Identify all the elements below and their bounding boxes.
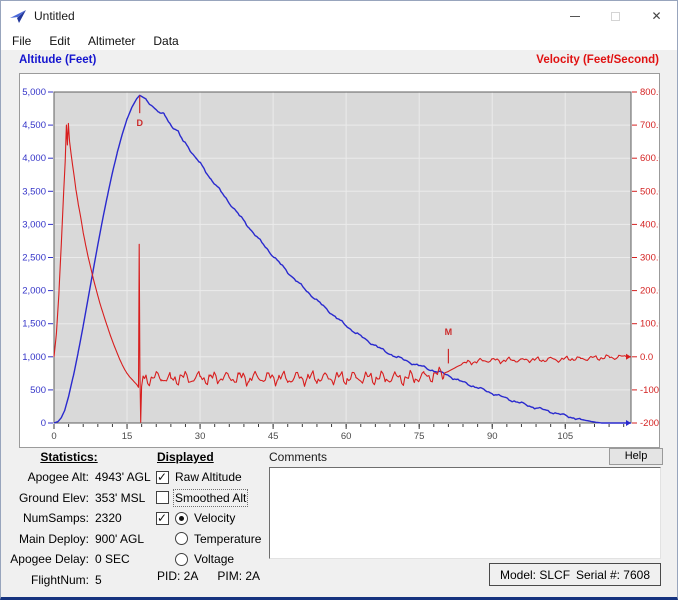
svg-text:1,000: 1,000 [22, 352, 46, 363]
svg-text:45: 45 [268, 431, 279, 442]
help-button[interactable]: Help [609, 448, 663, 465]
pim-value: PIM: 2A [217, 569, 261, 583]
svg-text:60: 60 [341, 431, 352, 442]
smoothed-alt-option[interactable]: Smoothed Alt [156, 488, 261, 509]
statistics-header: Statistics: [40, 450, 98, 464]
minimize-button[interactable] [554, 1, 595, 31]
svg-text:M: M [445, 327, 453, 337]
svg-text:4,500: 4,500 [22, 120, 46, 131]
svg-text:75: 75 [414, 431, 425, 442]
svg-text:3,500: 3,500 [22, 186, 46, 197]
raw-altitude-checkbox[interactable] [156, 470, 169, 484]
window-controls: ✕ [554, 1, 677, 31]
chart-svg: 0 500 1,000 1,500 2,000 2,500 3,000 3,500 4,000 4… [22, 87, 667, 442]
app-icon [10, 9, 27, 24]
close-button[interactable]: ✕ [651, 9, 662, 23]
raw-altitude-label: Raw Altitude [175, 470, 242, 485]
stat-label: Ground Elev: [18, 490, 89, 505]
velocity-axis-title: Velocity (Feet/Second) [536, 54, 659, 66]
svg-text:-100.0: -100.0 [640, 385, 659, 396]
svg-text:200.0: 200.0 [640, 286, 659, 297]
stat-value: 0 SEC [95, 552, 130, 566]
svg-text:4,000: 4,000 [22, 153, 46, 164]
raw-altitude-option[interactable]: Raw Altitude [156, 467, 261, 488]
svg-text:800.0: 800.0 [640, 87, 659, 98]
bottom-panel: Statistics: Apogee Alt: 4943' AGL Ground … [1, 448, 677, 597]
svg-text:0.0: 0.0 [640, 352, 653, 363]
svg-text:1,500: 1,500 [22, 319, 46, 330]
voltage-label: Voltage [194, 552, 235, 567]
svg-text:400.0: 400.0 [640, 219, 659, 230]
menu-edit[interactable]: Edit [49, 33, 71, 48]
svg-text:3,000: 3,000 [22, 219, 46, 230]
menubar: File Edit Altimeter Data [1, 31, 677, 50]
svg-text:0: 0 [51, 431, 56, 442]
serial-value: Serial #: 7608 [575, 567, 650, 582]
stat-label: NumSamps: [22, 511, 89, 525]
svg-text:2,000: 2,000 [22, 286, 46, 297]
displayed-header: Displayed [157, 450, 214, 464]
stat-label: Apogee Delay: [10, 552, 89, 566]
svg-text:700.0: 700.0 [640, 120, 659, 131]
velocity-radio[interactable] [175, 511, 188, 525]
velocity-checkbox[interactable] [156, 511, 169, 525]
svg-text:105: 105 [557, 431, 573, 442]
main-content: Altitude (Feet) Velocity (Feet/Second) 0… [1, 50, 677, 597]
altitude-axis-title: Altitude (Feet) [19, 54, 97, 66]
stat-label: Main Deploy: [18, 531, 89, 546]
svg-text:-200.0: -200.0 [640, 418, 659, 429]
svg-text:300.0: 300.0 [640, 253, 659, 264]
svg-text:D: D [136, 118, 143, 128]
stat-value: 5 [95, 572, 102, 587]
svg-text:500.0: 500.0 [640, 186, 659, 197]
displayed-options: Raw Altitude Smoothed Alt Velocity Tempe… [156, 467, 261, 570]
stat-value: 353' MSL [95, 490, 146, 505]
pid-pim-row: PID: 2A PIM: 2A [157, 569, 260, 583]
titlebar: Untitled ✕ [1, 1, 677, 31]
stat-value: 2320 [95, 511, 122, 525]
voltage-option[interactable]: Voltage [156, 549, 261, 570]
comments-textarea[interactable] [269, 467, 661, 559]
svg-text:600.0: 600.0 [640, 153, 659, 164]
svg-text:90: 90 [487, 431, 498, 442]
temperature-radio[interactable] [175, 532, 188, 546]
svg-text:30: 30 [195, 431, 206, 442]
svg-text:0: 0 [41, 418, 46, 429]
svg-text:15: 15 [122, 431, 133, 442]
window-title: Untitled [34, 9, 75, 23]
model-value: Model: SLCF [500, 567, 571, 582]
statistics-table: Apogee Alt: 4943' AGL Ground Elev: 353' MS… [9, 467, 151, 590]
stat-label: FlightNum: [30, 572, 89, 587]
flight-chart: 0 500 1,000 1,500 2,000 2,500 3,000 3,500 4,000 4… [19, 73, 667, 448]
maximize-button [595, 1, 636, 31]
stat-label: Apogee Alt: [27, 470, 89, 484]
stat-value: 4943' AGL [95, 470, 151, 484]
menu-file[interactable]: File [12, 33, 32, 48]
voltage-radio[interactable] [175, 552, 188, 566]
pid-value: PID: 2A [157, 569, 199, 583]
velocity-option[interactable]: Velocity [156, 508, 261, 529]
model-serial-box: Model: SLCF Serial #: 7608 [489, 563, 661, 586]
smoothed-alt-checkbox[interactable] [156, 491, 169, 505]
comments-label: Comments [269, 450, 328, 464]
temperature-label: Temperature [194, 531, 262, 546]
stat-value: 900' AGL [95, 531, 144, 546]
svg-text:5,000: 5,000 [22, 87, 46, 98]
smoothed-alt-label: Smoothed Alt [172, 488, 249, 507]
svg-text:100.0: 100.0 [640, 319, 659, 330]
svg-text:2,500: 2,500 [22, 253, 46, 264]
temperature-option[interactable]: Temperature [156, 529, 261, 550]
menu-altimeter[interactable]: Altimeter [88, 33, 136, 48]
menu-data[interactable]: Data [153, 33, 179, 48]
velocity-label: Velocity [194, 511, 236, 526]
svg-text:500: 500 [30, 385, 46, 396]
